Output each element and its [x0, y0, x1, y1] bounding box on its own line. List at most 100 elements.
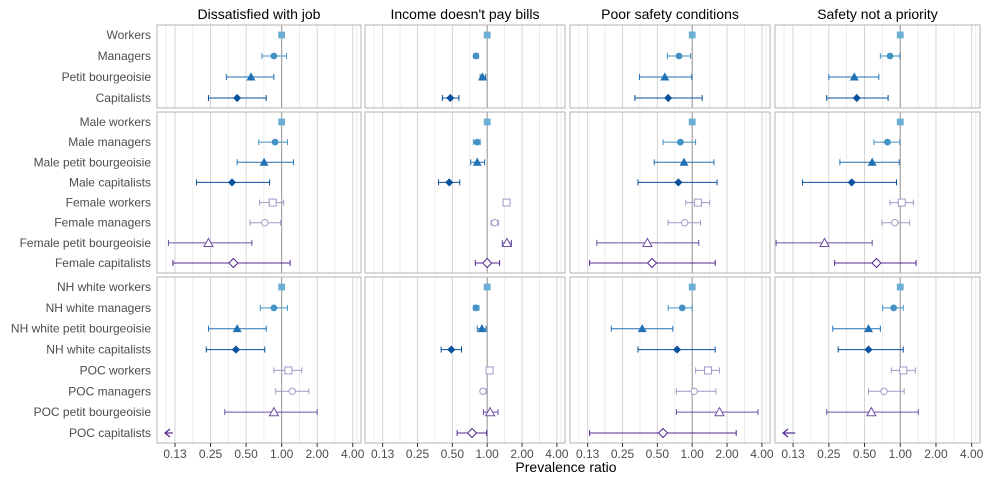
panel-border — [364, 111, 566, 274]
x-axis-title: Prevalence ratio — [515, 459, 616, 475]
point-square — [278, 283, 286, 291]
x-tick-label: 1.00 — [270, 447, 294, 461]
point-triangle — [232, 324, 242, 333]
point-triangle — [819, 237, 830, 247]
x-tick-label: 2.00 — [510, 447, 534, 461]
x-tick-label: 0.25 — [817, 447, 841, 461]
x-tick-label: 2.00 — [306, 447, 330, 461]
point-circle — [270, 304, 278, 312]
x-tick-label: 0.13 — [163, 447, 187, 461]
point-diamond — [657, 427, 669, 439]
arrow-head — [164, 428, 171, 438]
point-triangle — [679, 157, 689, 166]
point-triangle — [484, 406, 496, 417]
panel-border — [774, 276, 981, 444]
point-diamond — [871, 257, 882, 269]
panel-bg — [157, 277, 361, 443]
point-square — [483, 283, 491, 291]
point-circle — [675, 52, 683, 60]
point-square — [693, 198, 702, 207]
point-circle — [880, 387, 888, 395]
panel-bg — [157, 112, 361, 273]
y-tick-label: NH white workers — [57, 280, 151, 294]
x-tick-label: 2.00 — [715, 447, 739, 461]
point-triangle — [637, 324, 647, 333]
point-diamond — [447, 345, 456, 354]
x-tick-label: 4.00 — [341, 447, 365, 461]
y-tick-label: Capitalists — [96, 91, 151, 105]
point-diamond — [674, 178, 683, 187]
point-square — [899, 366, 908, 375]
y-tick-label: Managers — [98, 49, 151, 63]
point-triangle — [864, 324, 873, 333]
x-tick-label: 0.50 — [234, 447, 258, 461]
x-tick-label: 0.50 — [441, 447, 465, 461]
panel-bg — [775, 25, 980, 108]
x-tick-label: 4.00 — [960, 447, 984, 461]
panel-border — [156, 111, 362, 274]
point-triangle — [268, 406, 280, 417]
y-tick-label: POC petit bourgeoisie — [34, 405, 152, 419]
y-tick-label: NH white managers — [46, 301, 151, 315]
x-tick-label: 0.13 — [371, 447, 395, 461]
y-tick-label: NH white petit bourgeoisie — [11, 322, 151, 336]
panel-border — [156, 24, 362, 109]
point-circle — [270, 52, 278, 60]
panel-bg — [570, 25, 770, 108]
point-circle — [676, 138, 684, 146]
point-diamond — [445, 178, 454, 187]
point-square — [896, 118, 904, 126]
point-triangle — [849, 72, 859, 81]
point-square — [485, 366, 494, 375]
point-triangle — [714, 406, 725, 417]
arrow-head — [782, 428, 789, 438]
point-triangle — [867, 157, 877, 166]
point-triangle — [259, 157, 269, 166]
point-triangle — [865, 406, 877, 417]
point-circle — [680, 219, 689, 227]
point-triangle — [642, 237, 653, 247]
facet-panels — [156, 24, 981, 444]
x-tick-label: 0.50 — [646, 447, 670, 461]
y-axis-labels: Workers Managers Petit bourgeoisie Capitali… — [11, 28, 151, 440]
x-tick-label: 4.00 — [545, 447, 569, 461]
point-diamond — [646, 257, 658, 269]
point-triangle — [246, 72, 256, 81]
panel-border — [569, 276, 771, 444]
point-triangle — [203, 237, 214, 247]
point-diamond — [466, 427, 478, 439]
point-circle — [890, 304, 898, 312]
point-triangle — [660, 72, 670, 81]
y-tick-label: Male workers — [80, 115, 151, 129]
point-circle — [271, 138, 279, 146]
point-circle — [891, 219, 899, 227]
x-tick-label: 1.00 — [681, 447, 705, 461]
point-diamond — [231, 345, 240, 354]
panel-border — [364, 24, 566, 109]
x-tick-label: 4.00 — [750, 447, 774, 461]
y-tick-label: Male petit bourgeoisie — [34, 155, 152, 169]
point-circle — [884, 138, 891, 146]
y-tick-label: POC capitalists — [69, 426, 151, 440]
point-circle — [473, 138, 481, 146]
point-square — [483, 118, 491, 126]
y-tick-label: Female petit bourgeoisie — [20, 236, 152, 250]
point-diamond — [672, 345, 682, 354]
y-tick-label: Workers — [107, 28, 151, 42]
panel-bg — [157, 25, 361, 108]
point-circle — [472, 304, 480, 312]
point-square — [483, 31, 491, 39]
x-tick-label: 1.00 — [889, 447, 913, 461]
x-tick-label: 2.00 — [924, 447, 948, 461]
point-square — [688, 283, 696, 291]
panel-bg — [365, 112, 565, 273]
x-tick-label: 0.13 — [781, 447, 805, 461]
point-diamond — [847, 178, 856, 187]
point-circle — [472, 52, 480, 60]
point-triangle — [477, 72, 487, 81]
point-square — [268, 198, 277, 207]
y-tick-label: Petit bourgeoisie — [62, 70, 152, 84]
point-square — [688, 31, 696, 39]
point-square — [896, 31, 904, 39]
